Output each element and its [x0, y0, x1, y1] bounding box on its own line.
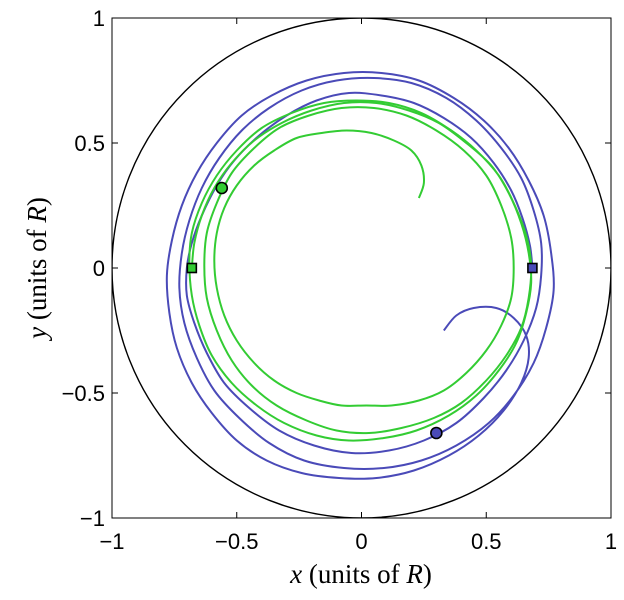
y-tick-label: 1 — [93, 6, 105, 31]
tick-marks — [111, 17, 612, 519]
trajectory-line-2 — [188, 99, 533, 442]
x-tick-label: −1 — [99, 529, 124, 554]
x-tick-label: 0.5 — [471, 529, 502, 554]
end-marker-1 — [430, 426, 443, 440]
y-tick-label: 0 — [93, 256, 105, 281]
y-tick-label: 0.5 — [74, 131, 105, 156]
y-tick-label: −1 — [80, 506, 105, 531]
y-tick-label: −0.5 — [62, 381, 105, 406]
x-tick-label: 1 — [605, 529, 617, 554]
plot-area — [112, 18, 611, 518]
end-marker-2 — [215, 181, 229, 195]
tick-labels: −1 −0.5 0 0.5 1 −1 −0.5 0 0.5 1 — [62, 6, 618, 554]
x-tick-label: −0.5 — [215, 529, 258, 554]
x-tick-label: 0 — [355, 529, 367, 554]
x-axis-label: x (units of R) — [289, 559, 432, 589]
start-marker-1 — [527, 262, 538, 274]
y-axis-label: y (units of R) — [22, 197, 52, 342]
start-marker-2 — [186, 262, 198, 274]
